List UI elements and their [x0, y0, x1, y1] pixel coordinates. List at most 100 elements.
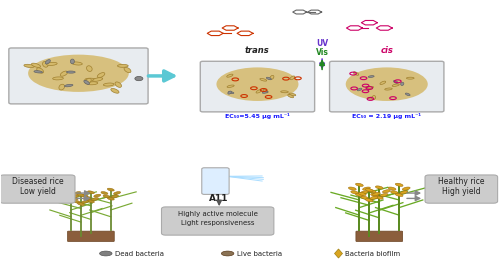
Ellipse shape [288, 94, 294, 98]
Text: Low yield: Low yield [20, 187, 56, 196]
Ellipse shape [380, 81, 386, 84]
Ellipse shape [52, 77, 64, 80]
Ellipse shape [380, 193, 388, 197]
Ellipse shape [87, 82, 98, 85]
Text: Dead bacteria: Dead bacteria [115, 250, 164, 257]
Ellipse shape [222, 251, 234, 256]
Ellipse shape [61, 192, 68, 194]
Ellipse shape [68, 188, 74, 191]
Ellipse shape [68, 197, 74, 200]
FancyBboxPatch shape [330, 61, 444, 112]
Ellipse shape [394, 80, 398, 83]
Ellipse shape [66, 71, 75, 73]
Ellipse shape [351, 191, 358, 194]
Ellipse shape [135, 76, 143, 81]
Text: EC₅₀=5.45 μg mL⁻¹: EC₅₀=5.45 μg mL⁻¹ [225, 113, 290, 119]
Text: trans: trans [245, 46, 270, 55]
Ellipse shape [64, 84, 73, 87]
Ellipse shape [86, 66, 92, 72]
Ellipse shape [270, 75, 274, 79]
Ellipse shape [360, 196, 368, 199]
Ellipse shape [260, 79, 266, 81]
Ellipse shape [390, 191, 398, 194]
Ellipse shape [82, 200, 88, 203]
Ellipse shape [370, 193, 378, 197]
Ellipse shape [348, 187, 356, 190]
Ellipse shape [98, 73, 105, 78]
Ellipse shape [396, 193, 403, 197]
Ellipse shape [85, 78, 91, 84]
Ellipse shape [112, 195, 118, 198]
Ellipse shape [70, 59, 74, 64]
Ellipse shape [354, 72, 358, 75]
Ellipse shape [45, 60, 51, 64]
Ellipse shape [366, 199, 373, 202]
Ellipse shape [356, 193, 364, 197]
Ellipse shape [362, 187, 370, 190]
Ellipse shape [64, 195, 70, 198]
Ellipse shape [376, 186, 383, 189]
Ellipse shape [84, 197, 90, 200]
Text: Highly active molecule: Highly active molecule [178, 211, 258, 217]
Ellipse shape [92, 198, 98, 200]
Ellipse shape [366, 189, 373, 192]
Text: Light responsiveness: Light responsiveness [181, 220, 254, 226]
Text: UV: UV [316, 39, 328, 48]
FancyBboxPatch shape [356, 231, 403, 242]
Ellipse shape [32, 63, 40, 68]
Ellipse shape [84, 80, 89, 84]
Ellipse shape [34, 71, 42, 73]
Ellipse shape [100, 251, 112, 256]
Ellipse shape [228, 91, 234, 94]
FancyBboxPatch shape [9, 48, 148, 104]
FancyBboxPatch shape [162, 207, 274, 235]
Ellipse shape [81, 194, 88, 197]
Ellipse shape [396, 183, 403, 186]
Ellipse shape [74, 200, 80, 203]
Polygon shape [334, 249, 342, 258]
Ellipse shape [358, 192, 366, 196]
Ellipse shape [262, 91, 268, 93]
Ellipse shape [88, 200, 94, 203]
Ellipse shape [400, 191, 408, 194]
Ellipse shape [101, 192, 108, 194]
Ellipse shape [226, 74, 233, 77]
Ellipse shape [388, 187, 396, 190]
Ellipse shape [74, 192, 81, 194]
Ellipse shape [382, 190, 390, 193]
Ellipse shape [366, 86, 374, 89]
Text: A11: A11 [210, 194, 229, 203]
Ellipse shape [103, 195, 110, 198]
Ellipse shape [83, 198, 90, 200]
FancyBboxPatch shape [202, 168, 229, 194]
FancyBboxPatch shape [68, 231, 114, 242]
Ellipse shape [78, 193, 84, 196]
Ellipse shape [71, 197, 78, 200]
Text: Healthy rice: Healthy rice [438, 177, 484, 186]
Ellipse shape [400, 82, 404, 86]
Ellipse shape [92, 78, 102, 81]
Text: Live bacteria: Live bacteria [236, 250, 282, 257]
Ellipse shape [368, 97, 376, 99]
Ellipse shape [368, 76, 374, 77]
Ellipse shape [85, 78, 96, 81]
Ellipse shape [360, 191, 368, 194]
Ellipse shape [24, 64, 34, 68]
Ellipse shape [115, 82, 121, 87]
Text: Vis: Vis [316, 48, 328, 57]
Ellipse shape [108, 197, 114, 200]
Ellipse shape [406, 77, 414, 79]
Text: EC₅₀ = 2.19 μg mL⁻¹: EC₅₀ = 2.19 μg mL⁻¹ [352, 113, 422, 119]
Ellipse shape [42, 62, 48, 67]
Ellipse shape [357, 88, 362, 91]
Ellipse shape [372, 192, 380, 196]
FancyBboxPatch shape [200, 61, 314, 112]
Ellipse shape [402, 187, 410, 190]
Ellipse shape [266, 77, 272, 80]
Ellipse shape [36, 68, 44, 73]
Ellipse shape [60, 71, 68, 76]
Ellipse shape [78, 203, 84, 206]
Text: cis: cis [380, 46, 393, 55]
Ellipse shape [290, 76, 295, 80]
Ellipse shape [118, 64, 128, 67]
